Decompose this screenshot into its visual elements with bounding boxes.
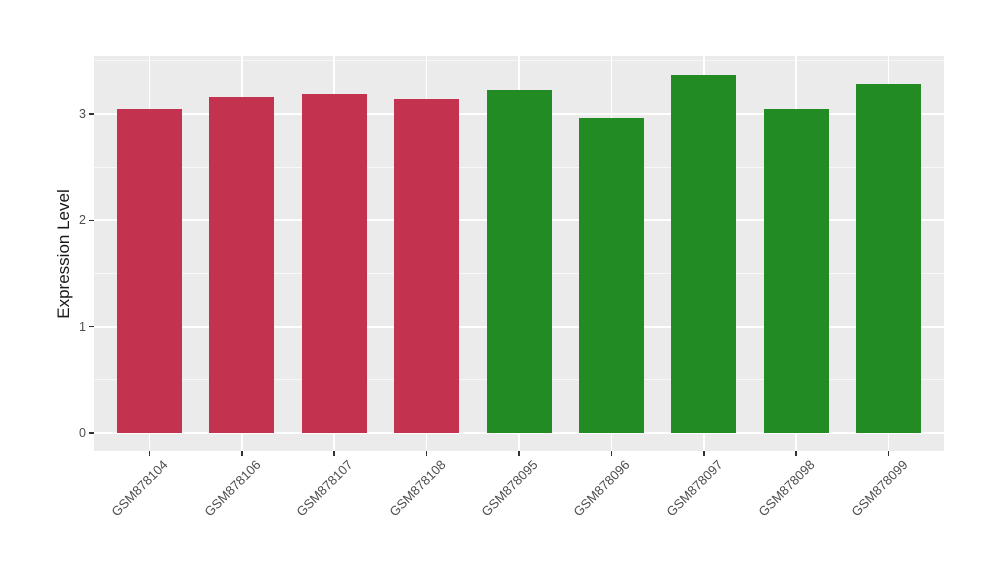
x-tick	[333, 451, 335, 456]
bar-GSM878099	[856, 84, 922, 433]
x-tick-label: GSM878098	[755, 457, 818, 520]
x-tick-label: GSM878106	[201, 457, 264, 520]
y-tick-label: 1	[79, 319, 86, 334]
bar-GSM878106	[209, 97, 275, 433]
x-tick-label: GSM878095	[478, 457, 541, 520]
x-tick	[703, 451, 705, 456]
y-tick	[89, 432, 94, 434]
x-tick-label: GSM878104	[108, 457, 172, 520]
x-tick	[795, 451, 797, 456]
bar-GSM878095	[486, 89, 552, 433]
x-tick-label: GSM878097	[663, 457, 726, 520]
y-tick-label: 2	[79, 213, 86, 228]
x-tick	[425, 451, 428, 456]
x-tick	[518, 451, 520, 456]
x-tick-label: GSM878096	[570, 457, 633, 520]
y-tick-label: 0	[79, 426, 86, 440]
x-tick	[887, 451, 890, 456]
x-tick-label: GSM878108	[385, 457, 449, 520]
bar-GSM878104	[116, 108, 182, 433]
bar-GSM878098	[763, 108, 829, 433]
bar-GSM878108	[394, 99, 460, 433]
y-tick-label: 3	[79, 107, 86, 122]
x-tick	[610, 451, 613, 456]
x-tick-label: GSM878099	[847, 457, 911, 520]
y-tick	[89, 113, 94, 115]
x-tick-label: GSM878107	[293, 457, 356, 520]
bar-GSM878096	[578, 118, 644, 433]
bar-GSM878097	[671, 74, 737, 433]
x-tick	[241, 451, 243, 456]
y-tick	[89, 219, 94, 222]
y-tick	[89, 325, 94, 328]
x-tick	[148, 451, 151, 456]
bar-GSM878107	[301, 93, 367, 433]
y-axis-title: Expression Level	[54, 188, 73, 319]
